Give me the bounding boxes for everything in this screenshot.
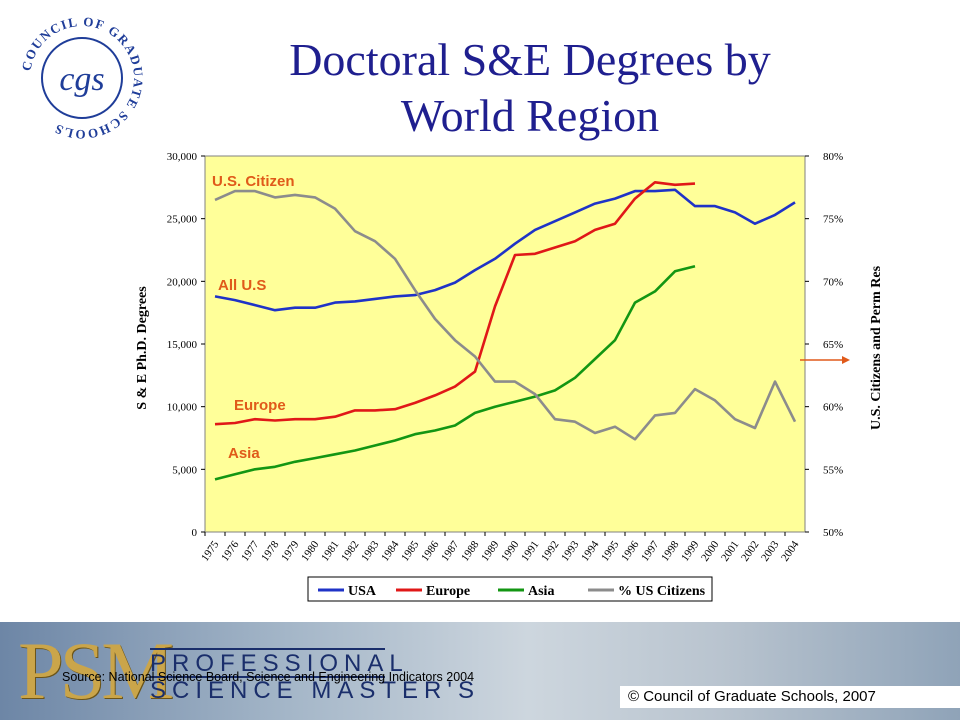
y-left-tick-label: 5,000 (172, 464, 197, 476)
series-lines (214, 181, 797, 481)
source-note: Source: National Science Board, Science … (62, 670, 475, 684)
brand-line-1: PROFESSIONAL (150, 650, 409, 677)
y-left-tick-label: 30,000 (167, 151, 198, 163)
legend-label-europe: Europe (426, 584, 470, 599)
x-tick-label: 1986 (419, 538, 442, 563)
x-tick-label: 1989 (479, 538, 502, 563)
series-line-usa (214, 188, 796, 312)
brand-rule-top (150, 648, 385, 650)
y-right-label: U.S. Citizens and Perm Res (869, 265, 884, 430)
x-tick-label: 1998 (659, 538, 682, 563)
annotation-all-us: All U.S (218, 277, 266, 294)
y-left-tick-label: 0 (192, 527, 198, 539)
plot-area (204, 155, 806, 533)
y-right-tick-label: 75% (823, 214, 843, 226)
x-tick-label: 1993 (559, 538, 582, 563)
annotation-asia: Asia (228, 445, 260, 462)
series-line-us-citizens (214, 189, 797, 441)
x-tick-label: 1995 (599, 538, 622, 563)
doctoral-degrees-chart: 0 5,000 10,000 15,000 20,000 25,000 30,000 50%… (135, 151, 884, 602)
x-tick-label: 2003 (759, 538, 782, 563)
x-tick-label: 1991 (519, 539, 541, 564)
y-right-tick-label: 70% (823, 276, 843, 288)
y-right-tick-label: 60% (823, 402, 843, 414)
y-left-tick-label: 15,000 (167, 339, 198, 351)
x-tick-label: 2000 (699, 538, 722, 563)
x-axis: 1975197619771978197919801981198219831984… (199, 532, 802, 564)
y-left-tick-label: 20,000 (167, 276, 198, 288)
x-tick-label: 1975 (199, 538, 222, 563)
brand-line-2: SCIENCE MASTER'S (150, 677, 480, 704)
x-tick-label: 1990 (499, 538, 522, 563)
x-tick-label: 1977 (239, 538, 262, 563)
x-tick-label: 1988 (459, 538, 482, 563)
title-line-1: Doctoral S&E Degrees by (289, 34, 771, 85)
x-tick-label: 1978 (259, 538, 282, 563)
y-right-tick-label: 55% (823, 464, 843, 476)
y-left-axis: 0 5,000 10,000 15,000 20,000 25,000 30,000 (167, 151, 205, 539)
annotation-europe: Europe (234, 397, 286, 414)
x-tick-label: 1987 (439, 538, 462, 563)
y-left-tick-label: 25,000 (167, 214, 198, 226)
psm-brand-mark: PSM (18, 625, 174, 716)
x-tick-label: 2001 (719, 539, 741, 564)
y-right-axis: 50% 55% 60% 65% 70% 75% 80% (805, 151, 843, 539)
right-axis-arrow (800, 356, 850, 364)
slide-title: Doctoral S&E Degrees by World Region (190, 32, 870, 144)
copyright-notice: © Council of Graduate Schools, 2007 (620, 686, 960, 708)
legend-label-usa: USA (348, 584, 377, 599)
y-left-label: S & E Ph.D. Degrees (135, 286, 150, 410)
x-tick-label: 1984 (379, 538, 402, 563)
x-tick-label: 1979 (279, 538, 302, 563)
x-tick-label: 1983 (359, 538, 382, 563)
y-right-tick-label: 50% (823, 527, 843, 539)
x-tick-label: 1981 (319, 539, 341, 564)
y-left-tick-label: 10,000 (167, 402, 198, 414)
brand-rule-middle (150, 676, 385, 678)
legend-label-us-citizens: % US Citizens (618, 584, 706, 599)
x-tick-label: 1980 (299, 538, 322, 563)
council-of-graduate-schools-logo: COUNCIL OF GRADUATE SCHOOLS cgs (18, 14, 144, 142)
x-tick-label: 1985 (399, 538, 422, 563)
title-line-2: World Region (400, 90, 660, 141)
annotation-us-citizen: U.S. Citizen (212, 173, 295, 190)
legend-label-asia: Asia (528, 584, 554, 599)
series-line-europe (214, 181, 696, 426)
legend: USA Europe Asia % US Citizens (307, 576, 713, 602)
x-tick-label: 1997 (639, 538, 662, 563)
y-right-tick-label: 80% (823, 151, 843, 163)
x-tick-label: 1976 (219, 538, 242, 563)
y-right-tick-label: 65% (823, 339, 843, 351)
x-tick-label: 1999 (679, 538, 702, 563)
x-tick-label: 1994 (579, 538, 602, 563)
x-tick-label: 1982 (339, 539, 361, 564)
x-tick-label: 1992 (539, 539, 561, 564)
x-tick-label: 1996 (619, 538, 642, 563)
logo-monogram: cgs (59, 61, 104, 98)
x-tick-label: 2002 (739, 539, 761, 564)
series-line-asia (214, 265, 696, 481)
x-tick-label: 2004 (779, 538, 802, 563)
